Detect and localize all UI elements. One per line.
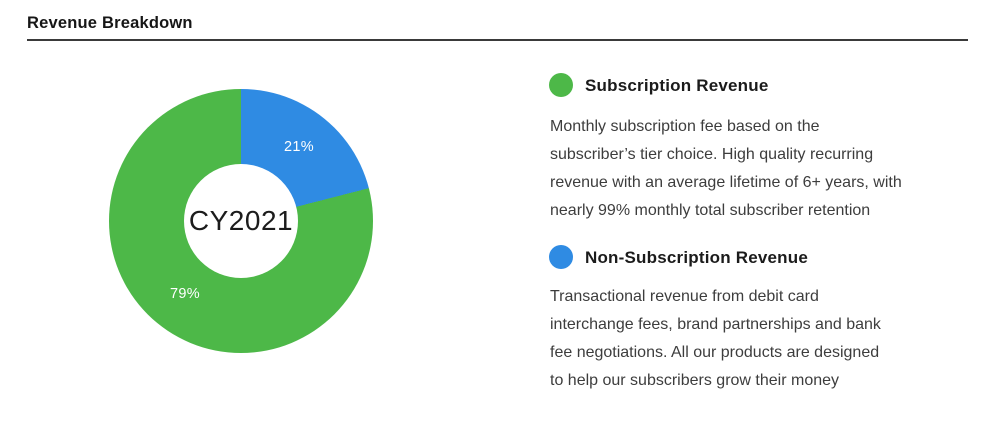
title-divider bbox=[27, 39, 968, 41]
subscription-swatch-icon bbox=[549, 73, 573, 97]
donut-chart: 21% 79% CY2021 bbox=[109, 89, 373, 353]
legend-description-line: to help our subscribers grow their money bbox=[550, 372, 840, 389]
screenshot-clip-artifact bbox=[545, 369, 965, 372]
legend-description-line: Monthly subscription fee based on the bbox=[550, 118, 820, 135]
legend-item-title-non-subscription: Non-Subscription Revenue bbox=[585, 248, 808, 267]
page-title: Revenue Breakdown bbox=[27, 14, 193, 32]
legend-description-line: subscriber’s tier choice. High quality r… bbox=[550, 146, 874, 163]
slice-label-non-subscription: 21% bbox=[284, 139, 314, 155]
legend-description-line: interchange fees, brand partnerships and… bbox=[550, 316, 881, 333]
legend-description-line: nearly 99% monthly total subscriber rete… bbox=[550, 202, 871, 219]
legend-description-line: revenue with an average lifetime of 6+ y… bbox=[550, 174, 902, 191]
legend-description-subscription: Monthly subscription fee based on the su… bbox=[550, 113, 902, 225]
donut-center-label: CY2021 bbox=[188, 205, 294, 236]
legend-description-line: fee negotiations. All our products are d… bbox=[550, 344, 880, 361]
slice-label-subscription: 79% bbox=[170, 286, 200, 302]
non-subscription-swatch-icon bbox=[549, 245, 573, 269]
legend-description-line: Transactional revenue from debit card bbox=[550, 288, 819, 305]
donut-hole: CY2021 bbox=[184, 164, 298, 278]
legend-item-title-subscription: Subscription Revenue bbox=[585, 76, 769, 95]
legend-description-non-subscription: Transactional revenue from debit card in… bbox=[550, 283, 881, 395]
